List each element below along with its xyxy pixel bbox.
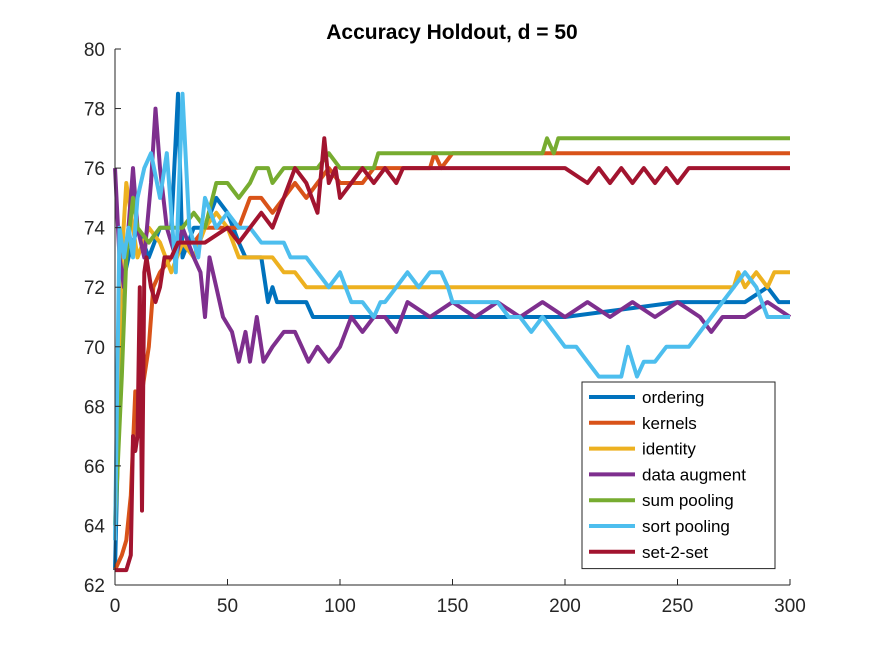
x-tick-label: 200 [549, 596, 581, 617]
legend-label: set-2-set [642, 543, 708, 562]
series-group [113, 91, 792, 573]
x-tick-label: 150 [437, 596, 469, 617]
y-tick-label: 62 [84, 576, 105, 597]
x-tick-label: 300 [774, 596, 806, 617]
series-line-set-2-set [115, 136, 790, 573]
y-tick-label: 76 [84, 159, 105, 180]
series-line-sum-pooling [113, 136, 790, 526]
legend-label: data augment [642, 465, 746, 484]
x-tick-label: 100 [324, 596, 356, 617]
legend-label: sort pooling [642, 517, 730, 536]
y-tick-label: 68 [84, 397, 105, 418]
x-tick-label: 0 [110, 596, 121, 617]
legend-label: sum pooling [642, 491, 734, 510]
series-line-sort-pooling [113, 91, 790, 541]
legend-label: ordering [642, 388, 704, 407]
axes: 0 50 100 150 200 250 300 62 64 66 68 70 72 74 76 78 80 [84, 40, 806, 617]
legend-label: identity [642, 440, 696, 459]
x-tick-label: 50 [217, 596, 238, 617]
y-tick-label: 66 [84, 457, 105, 478]
y-tick-label: 74 [84, 219, 106, 240]
y-tick-label: 78 [84, 100, 105, 121]
chart-title: Accuracy Holdout, d = 50 [326, 21, 578, 44]
x-tick-label: 250 [662, 596, 694, 617]
legend-label: kernels [642, 414, 697, 433]
y-tick-label: 72 [84, 278, 105, 299]
legend: ordering kernels identity data augment sum p… [581, 381, 776, 570]
y-tick-label: 70 [84, 338, 105, 359]
y-tick-label: 64 [84, 516, 106, 537]
y-tick-label: 80 [84, 40, 105, 61]
